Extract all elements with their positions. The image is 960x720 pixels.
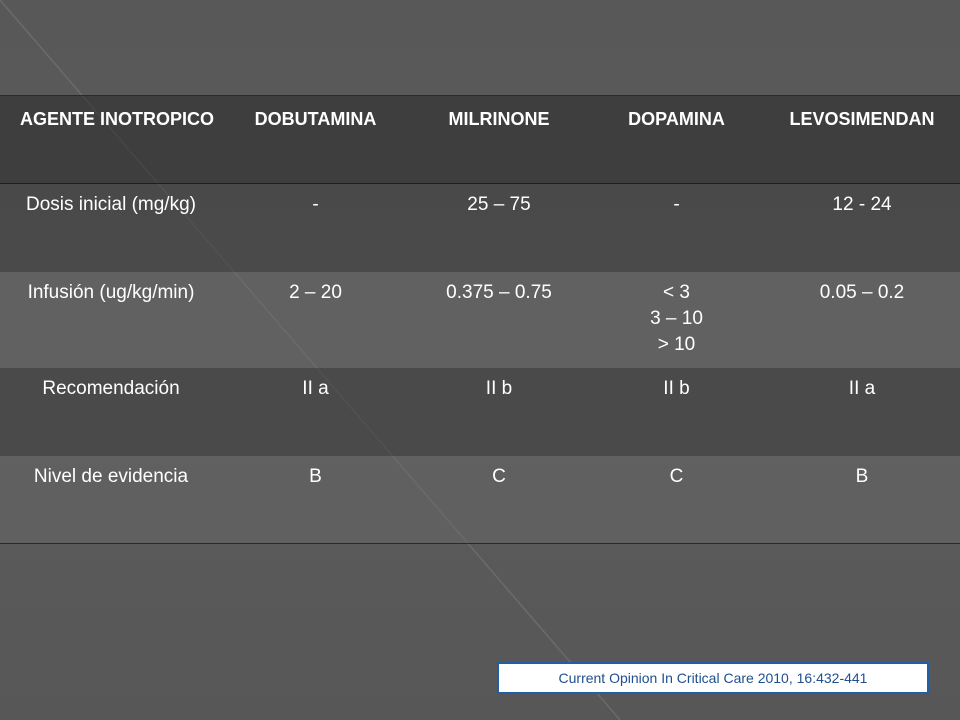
cell-line: > 10: [657, 333, 696, 355]
table-cell: 25 – 75: [467, 194, 531, 215]
table-cell: -: [312, 194, 319, 215]
table-cell: 0.375 – 0.75: [446, 281, 552, 303]
table-cell: II b: [663, 377, 690, 399]
table-row-infusion: Infusión (ug/kg/min) 2 – 20 0.375 – 0.75…: [0, 271, 960, 368]
table-cell: 12 - 24: [832, 194, 892, 215]
table-header-row: AGENTE INOTROPICO DOBUTAMINA MILRINONE D…: [0, 95, 960, 184]
row-label: Nivel de evidencia: [33, 465, 189, 487]
table-cell: 2 – 20: [289, 281, 342, 303]
header-milrinone: MILRINONE: [448, 109, 550, 129]
table-cell: C: [492, 465, 506, 487]
table-row-nivel-de-evidencia: Nivel de evidencia B C C B: [0, 455, 960, 544]
inotropic-agents-table: AGENTE INOTROPICO DOBUTAMINA MILRINONE D…: [0, 95, 960, 544]
table-cell: B: [855, 465, 869, 487]
table-cell: II a: [302, 377, 329, 399]
table-cell: II a: [848, 377, 876, 399]
citation-box: Current Opinion In Critical Care 2010, 1…: [497, 662, 929, 694]
row-label: Infusión (ug/kg/min): [27, 281, 195, 303]
header-levosimendan: LEVOSIMENDAN: [789, 109, 935, 129]
row-label: Recomendación: [42, 377, 180, 399]
header-dopamina: DOPAMINA: [628, 109, 725, 129]
table-cell: C: [669, 465, 684, 487]
cell-line: 3 – 10: [650, 307, 703, 329]
header-agente-inotropico: AGENTE INOTROPICO: [19, 109, 214, 129]
table-cell: < 3 3 – 10 > 10: [589, 272, 764, 368]
table-cell: 0.05 – 0.2: [819, 281, 905, 303]
cell-line: < 3: [663, 281, 690, 303]
table-row-recomendacion: Recomendación II a II b II b II a: [0, 367, 960, 456]
table-cell: -: [673, 194, 680, 215]
row-label: Dosis inicial (mg/kg): [26, 194, 196, 215]
table-row-dosis-inicial: Dosis inicial (mg/kg) - 25 – 75 - 12 - 2…: [0, 183, 960, 272]
header-dobutamina: DOBUTAMINA: [254, 109, 377, 129]
table-cell: B: [309, 465, 322, 487]
table-cell: II b: [485, 377, 513, 399]
